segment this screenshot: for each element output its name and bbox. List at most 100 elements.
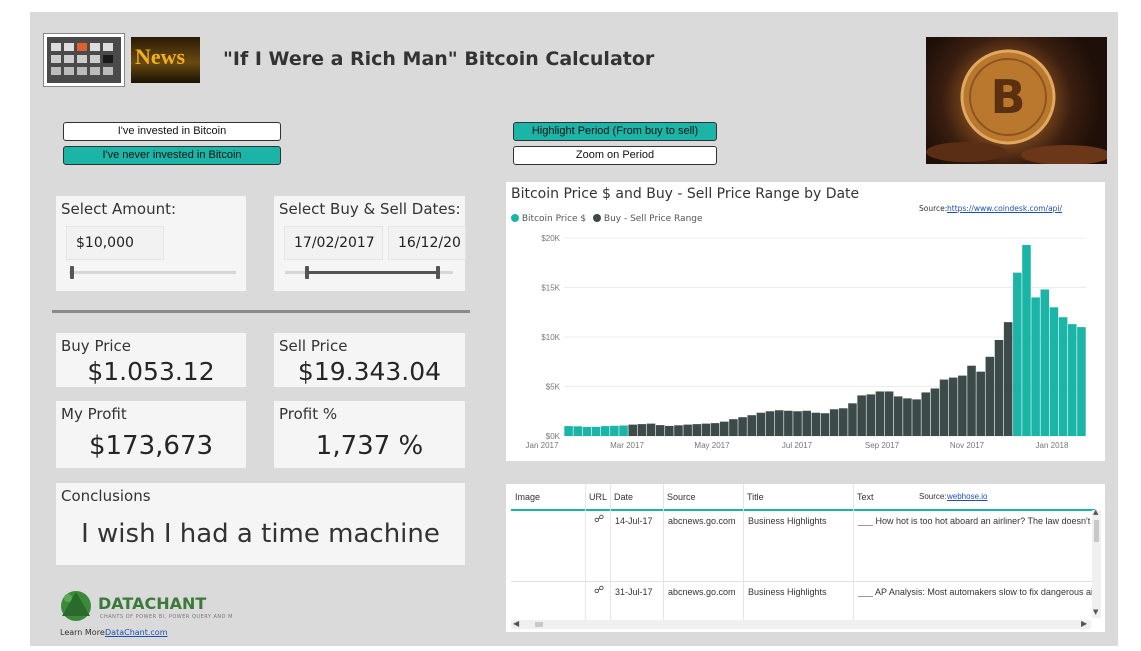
chart-title: Bitcoin Price $ and Buy - Sell Price Ran… xyxy=(511,186,860,202)
chart-bar xyxy=(921,392,931,436)
row-source: abcnews.go.com xyxy=(668,587,736,597)
chart-bar xyxy=(738,417,747,436)
invested-toggle[interactable]: I've invested in Bitcoin xyxy=(63,122,281,141)
news-logo-text: News xyxy=(135,44,186,69)
sell-date-slider-handle[interactable] xyxy=(435,266,440,279)
link-icon[interactable]: ☍ xyxy=(594,514,605,525)
chart-bar xyxy=(857,395,866,436)
chart-bar xyxy=(774,410,784,436)
amount-input[interactable]: $10,000 xyxy=(66,226,164,260)
chart-bar xyxy=(628,424,637,436)
chart-bar xyxy=(784,410,793,436)
profit-pct-label: Profit % xyxy=(279,405,338,423)
chart-bar xyxy=(958,375,967,436)
chart-source-link[interactable]: https://www.coindesk.com/api/ xyxy=(947,204,1063,213)
report-canvas: News "If I Were a Rich Man" Bitcoin Calc… xyxy=(30,12,1118,646)
chart-bar xyxy=(747,415,757,436)
zoom-period-toggle[interactable]: Zoom on Period xyxy=(513,146,717,165)
sell-date-input[interactable]: 16/12/20 xyxy=(388,226,466,260)
learn-more-link[interactable]: DataChant.com xyxy=(105,628,168,637)
datachant-brand: DATACHANT xyxy=(98,594,207,613)
chart-bar xyxy=(994,339,1004,436)
col-header-title[interactable]: Title xyxy=(747,492,764,502)
chart-bar xyxy=(1058,317,1068,436)
chart-bar xyxy=(674,425,683,436)
table-source-link[interactable]: webhose.io xyxy=(947,492,988,501)
buy-date-slider-handle[interactable] xyxy=(304,266,309,279)
col-divider xyxy=(585,484,586,626)
chart-bar xyxy=(573,426,583,436)
chart-bar xyxy=(591,426,601,436)
calculator-icon xyxy=(47,37,121,83)
chart-bar xyxy=(893,396,903,436)
row-source: abcnews.go.com xyxy=(668,516,736,526)
sell-price-label: Sell Price xyxy=(279,337,348,355)
col-header-text[interactable]: Text xyxy=(857,492,874,502)
never-invested-toggle[interactable]: I've never invested in Bitcoin xyxy=(63,146,281,165)
scroll-right-icon[interactable]: ▶ xyxy=(1081,619,1088,628)
row-date: 31-Jul-17 xyxy=(615,587,653,597)
profit-pct-card: Profit % 1,737 % xyxy=(274,401,465,468)
horizontal-scroll-thumb[interactable] xyxy=(535,622,543,627)
col-header-url[interactable]: URL xyxy=(589,492,608,502)
chart-bar xyxy=(1067,324,1077,436)
chart-source-label: Source: xyxy=(919,204,948,213)
row-text: ___ AP Analysis: Most automakers slow to… xyxy=(858,587,1092,597)
news-thumbnail[interactable]: News xyxy=(131,37,200,83)
y-tick-label: $15K xyxy=(541,284,560,293)
chart-bar xyxy=(646,423,656,436)
col-header-date[interactable]: Date xyxy=(614,492,634,502)
buy-price-card: Buy Price $1.053.12 xyxy=(56,333,246,387)
dates-slider-range xyxy=(306,271,438,274)
amount-slider-handle[interactable] xyxy=(70,266,75,279)
chart-bar xyxy=(701,423,711,436)
col-header-source[interactable]: Source xyxy=(667,492,696,502)
amount-card-title: Select Amount: xyxy=(61,200,177,218)
y-tick-label: $10K xyxy=(541,333,560,342)
buy-date-input[interactable]: 17/02/2017 xyxy=(284,226,383,260)
amount-slider-track[interactable] xyxy=(69,271,236,274)
link-icon[interactable]: ☍ xyxy=(594,585,605,596)
price-chart-card: Bitcoin Price $ and Buy - Sell Price Ran… xyxy=(506,182,1105,461)
chart-bar xyxy=(930,388,940,436)
chart-bar xyxy=(1031,297,1040,436)
sell-price-card: Sell Price $19.343.04 xyxy=(274,333,465,387)
chart-bar xyxy=(564,426,573,436)
chart-bar xyxy=(1013,272,1022,436)
horizontal-scrollbar[interactable]: ◀ ▶ xyxy=(511,619,1091,629)
chart-bar xyxy=(729,419,738,436)
chart-bar xyxy=(967,365,976,436)
y-tick-label: $20K xyxy=(541,234,560,243)
table-row[interactable]: ☍ 14-Jul-17 abcnews.go.com Business High… xyxy=(511,511,1095,582)
chart-bar xyxy=(884,391,894,436)
price-chart[interactable]: $0K $5K $10K $15K $20K Jan 2017 Mar 2017 May 20… xyxy=(506,182,1105,461)
vertical-scrollbar[interactable]: ▲ ▼ xyxy=(1092,508,1101,618)
profit-pct-value: 1,737 % xyxy=(315,431,424,461)
scroll-down-icon[interactable]: ▼ xyxy=(1093,608,1099,616)
profit-value: $173,673 xyxy=(88,431,214,461)
col-divider xyxy=(853,484,854,626)
x-tick-label: Jul 2017 xyxy=(782,441,813,450)
col-header-image[interactable]: Image xyxy=(515,492,541,502)
col-divider xyxy=(610,484,611,626)
chart-bar xyxy=(811,412,821,436)
chart-bar xyxy=(985,356,995,436)
bitcoin-coin-icon: B xyxy=(926,49,1107,164)
legend-dot-range xyxy=(593,214,602,222)
table-row[interactable]: ☍ 31-Jul-17 abcnews.go.com Business High… xyxy=(511,582,1095,620)
x-tick-label: Nov 2017 xyxy=(950,441,985,450)
vertical-scroll-thumb[interactable] xyxy=(1094,520,1099,542)
chart-bar xyxy=(610,425,619,436)
scroll-up-icon[interactable]: ▲ xyxy=(1093,508,1099,516)
chart-bar xyxy=(1049,307,1059,436)
x-tick-label: Sep 2017 xyxy=(865,441,900,450)
calculator-thumbnail[interactable] xyxy=(43,33,125,87)
datachant-tagline: CHANTS OF POWER BI, POWER QUERY AND M xyxy=(100,614,233,620)
highlight-period-toggle[interactable]: Highlight Period (From buy to sell) xyxy=(513,122,717,141)
section-divider xyxy=(52,310,470,313)
chart-bar xyxy=(1003,322,1013,436)
conclusions-title: Conclusions xyxy=(61,487,151,505)
scroll-left-icon[interactable]: ◀ xyxy=(513,619,520,628)
chart-bar xyxy=(802,410,811,436)
chart-bar xyxy=(683,424,692,436)
